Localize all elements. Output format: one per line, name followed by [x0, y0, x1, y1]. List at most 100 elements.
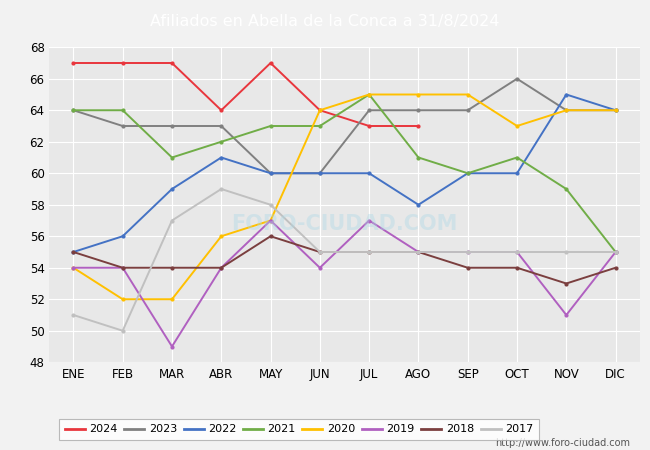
2019 — [513, 249, 521, 255]
2020 — [464, 92, 472, 97]
Text: http://www.foro-ciudad.com: http://www.foro-ciudad.com — [495, 438, 630, 448]
2023 — [513, 76, 521, 81]
2022 — [316, 171, 324, 176]
2021 — [168, 155, 176, 160]
2018 — [365, 249, 373, 255]
2018 — [562, 281, 570, 286]
2018 — [415, 249, 422, 255]
2024 — [316, 108, 324, 113]
2020 — [119, 297, 127, 302]
2021 — [513, 155, 521, 160]
2020 — [217, 234, 225, 239]
2024 — [365, 123, 373, 129]
Line: 2022: 2022 — [72, 93, 617, 253]
2022 — [415, 202, 422, 207]
2022 — [119, 234, 127, 239]
2020 — [365, 92, 373, 97]
2023 — [415, 108, 422, 113]
Line: 2024: 2024 — [72, 62, 420, 127]
2022 — [513, 171, 521, 176]
2022 — [612, 108, 619, 113]
2022 — [217, 155, 225, 160]
Line: 2020: 2020 — [72, 93, 617, 301]
2021 — [119, 108, 127, 113]
2019 — [612, 249, 619, 255]
2022 — [365, 171, 373, 176]
2017 — [365, 249, 373, 255]
2017 — [217, 186, 225, 192]
2023 — [168, 123, 176, 129]
2018 — [316, 249, 324, 255]
2023 — [464, 108, 472, 113]
2019 — [562, 312, 570, 318]
2021 — [464, 171, 472, 176]
2024 — [168, 60, 176, 66]
2018 — [70, 249, 77, 255]
2017 — [70, 312, 77, 318]
2019 — [415, 249, 422, 255]
2021 — [612, 249, 619, 255]
2024 — [70, 60, 77, 66]
2023 — [316, 171, 324, 176]
2024 — [217, 108, 225, 113]
2021 — [562, 186, 570, 192]
2021 — [316, 123, 324, 129]
2018 — [168, 265, 176, 270]
2020 — [415, 92, 422, 97]
2021 — [415, 155, 422, 160]
Line: 2019: 2019 — [72, 219, 617, 348]
2022 — [562, 92, 570, 97]
Line: 2017: 2017 — [72, 188, 617, 332]
2020 — [316, 108, 324, 113]
2019 — [70, 265, 77, 270]
2021 — [365, 92, 373, 97]
Legend: 2024, 2023, 2022, 2021, 2020, 2019, 2018, 2017: 2024, 2023, 2022, 2021, 2020, 2019, 2018… — [59, 419, 539, 440]
2024 — [119, 60, 127, 66]
2018 — [513, 265, 521, 270]
2023 — [612, 108, 619, 113]
2023 — [70, 108, 77, 113]
2018 — [464, 265, 472, 270]
2022 — [168, 186, 176, 192]
2022 — [266, 171, 274, 176]
2019 — [365, 218, 373, 223]
2021 — [70, 108, 77, 113]
Text: FORO-CIUDAD.COM: FORO-CIUDAD.COM — [231, 214, 458, 234]
2023 — [365, 108, 373, 113]
2019 — [316, 265, 324, 270]
2020 — [266, 218, 274, 223]
2018 — [119, 265, 127, 270]
Text: Afiliados en Abella de la Conca a 31/8/2024: Afiliados en Abella de la Conca a 31/8/2… — [150, 14, 500, 28]
2017 — [612, 249, 619, 255]
Line: 2018: 2018 — [72, 235, 617, 285]
2023 — [562, 108, 570, 113]
2020 — [612, 108, 619, 113]
2021 — [217, 139, 225, 144]
2019 — [119, 265, 127, 270]
2020 — [513, 123, 521, 129]
2024 — [415, 123, 422, 129]
Line: 2021: 2021 — [72, 93, 617, 253]
2017 — [513, 249, 521, 255]
2018 — [612, 265, 619, 270]
2023 — [266, 171, 274, 176]
2019 — [464, 249, 472, 255]
2017 — [119, 328, 127, 333]
2020 — [562, 108, 570, 113]
2017 — [464, 249, 472, 255]
2019 — [266, 218, 274, 223]
2018 — [266, 234, 274, 239]
2017 — [168, 218, 176, 223]
2020 — [70, 265, 77, 270]
2019 — [217, 265, 225, 270]
2017 — [562, 249, 570, 255]
2017 — [316, 249, 324, 255]
2023 — [119, 123, 127, 129]
2017 — [415, 249, 422, 255]
2022 — [464, 171, 472, 176]
2017 — [266, 202, 274, 207]
2023 — [217, 123, 225, 129]
2022 — [70, 249, 77, 255]
Line: 2023: 2023 — [72, 77, 617, 175]
2021 — [266, 123, 274, 129]
